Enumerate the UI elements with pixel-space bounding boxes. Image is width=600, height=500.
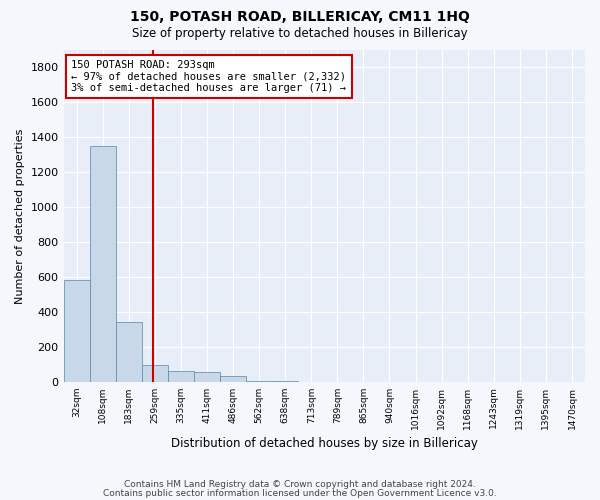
Text: 150 POTASH ROAD: 293sqm
← 97% of detached houses are smaller (2,332)
3% of semi-: 150 POTASH ROAD: 293sqm ← 97% of detache… bbox=[71, 60, 346, 93]
Bar bbox=[246, 381, 272, 382]
Bar bbox=[194, 372, 220, 382]
Text: Size of property relative to detached houses in Billericay: Size of property relative to detached ho… bbox=[132, 28, 468, 40]
X-axis label: Distribution of detached houses by size in Billericay: Distribution of detached houses by size … bbox=[171, 437, 478, 450]
Text: 150, POTASH ROAD, BILLERICAY, CM11 1HQ: 150, POTASH ROAD, BILLERICAY, CM11 1HQ bbox=[130, 10, 470, 24]
Bar bbox=[89, 146, 116, 382]
Text: Contains HM Land Registry data © Crown copyright and database right 2024.: Contains HM Land Registry data © Crown c… bbox=[124, 480, 476, 489]
Y-axis label: Number of detached properties: Number of detached properties bbox=[15, 128, 25, 304]
Bar bbox=[64, 280, 89, 382]
Bar bbox=[220, 376, 246, 382]
Bar bbox=[168, 371, 194, 382]
Text: Contains public sector information licensed under the Open Government Licence v3: Contains public sector information licen… bbox=[103, 488, 497, 498]
Bar bbox=[116, 322, 142, 382]
Bar bbox=[142, 365, 168, 382]
